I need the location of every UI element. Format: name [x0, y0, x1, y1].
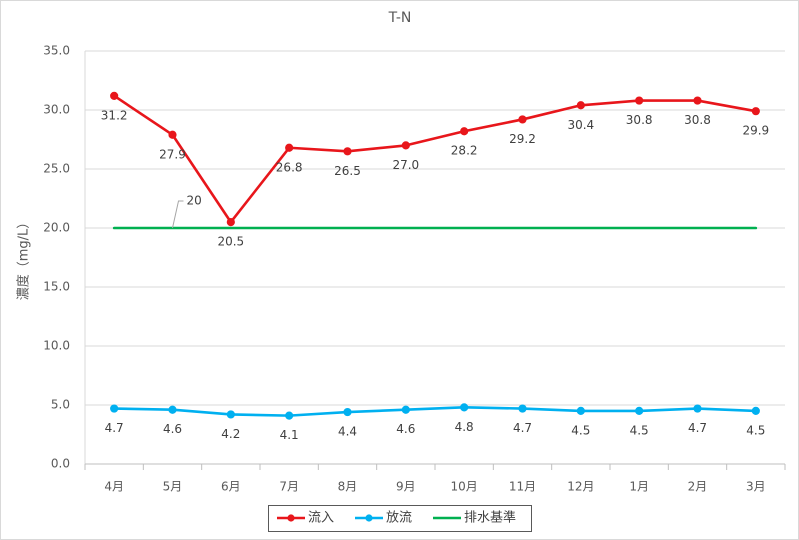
- y-tick-label: 0.0: [51, 457, 70, 471]
- data-point: [401, 141, 410, 150]
- data-label: 4.6: [163, 422, 182, 436]
- data-point: [110, 91, 119, 100]
- data-label: 27.0: [392, 158, 419, 172]
- axes: 0.0 5.0 10.0 15.0 20.0 25.0 30.0 35.0 4月 5月 6月 7月 8月…: [43, 44, 786, 494]
- legend-swatch-marker: [287, 514, 295, 522]
- y-tick-label: 20.0: [43, 221, 70, 235]
- series-markers: [110, 91, 760, 420]
- data-point: [751, 107, 760, 116]
- data-point: [226, 410, 235, 419]
- data-labels: 31.2 27.9 20.5 26.8 26.5 27.0 28.2 29.2 30.4 30.8…: [101, 108, 769, 442]
- data-label: 30.8: [626, 113, 653, 127]
- x-tick-label: 5月: [163, 480, 183, 494]
- y-tick-label: 35.0: [43, 44, 70, 58]
- data-point: [343, 147, 352, 156]
- data-label: 30.4: [567, 118, 594, 132]
- data-label: 29.9: [742, 124, 769, 138]
- data-point: [693, 96, 702, 105]
- legend-label: 排水基準: [464, 510, 516, 526]
- data-point: [460, 403, 469, 412]
- data-label: 20: [187, 194, 202, 208]
- series-line-1: [112, 406, 758, 417]
- data-label: 4.7: [688, 421, 707, 435]
- y-tick-label: 30.0: [43, 103, 70, 117]
- data-label: 4.7: [513, 421, 532, 435]
- data-label: 26.5: [334, 164, 361, 178]
- y-axis-label: 濃度（mg/L）: [16, 216, 32, 301]
- y-tick-label: 15.0: [43, 280, 70, 294]
- y-tick-label: 25.0: [43, 162, 70, 176]
- series-lines: [112, 94, 758, 417]
- data-point: [343, 407, 352, 417]
- x-tick-label: 10月: [451, 480, 478, 494]
- data-point: [518, 404, 527, 413]
- series-line-0: [112, 94, 758, 224]
- data-point: [168, 130, 177, 139]
- x-tick-label: 2月: [688, 480, 708, 494]
- data-label-leader-line: [172, 200, 184, 229]
- legend-item: 流入: [277, 511, 334, 526]
- data-label: 30.8: [684, 113, 711, 127]
- data-point: [576, 101, 585, 110]
- x-tick-label: 6月: [221, 480, 241, 494]
- data-point: [226, 218, 235, 227]
- data-point: [693, 404, 702, 413]
- data-label: 4.8: [455, 420, 474, 434]
- x-tick-label: 11月: [509, 480, 536, 494]
- data-label: 4.4: [338, 425, 357, 439]
- data-label: 26.8: [276, 160, 303, 174]
- legend-label: 放流: [386, 511, 412, 526]
- legend: 流入 放流 排水基準: [268, 505, 532, 532]
- data-point: [168, 405, 177, 414]
- legend-box: [268, 505, 532, 532]
- data-label: 4.5: [630, 423, 649, 437]
- x-tick-label: 4月: [104, 480, 124, 494]
- data-label: 20.5: [217, 235, 244, 249]
- data-label: 31.2: [101, 108, 128, 122]
- data-label: 4.6: [396, 422, 415, 436]
- x-tick-label: 8月: [338, 480, 358, 494]
- x-tick-label: 7月: [279, 480, 299, 494]
- data-point: [285, 411, 294, 420]
- data-label: 4.1: [280, 428, 299, 442]
- data-label: 4.5: [746, 423, 765, 437]
- y-tick-label: 10.0: [43, 339, 70, 353]
- x-tick-label: 9月: [396, 480, 416, 494]
- data-point: [576, 406, 585, 415]
- legend-label: 流入: [308, 511, 334, 526]
- data-point: [401, 405, 410, 414]
- legend-item: 放流: [355, 511, 412, 526]
- data-point: [635, 96, 644, 105]
- data-point: [285, 143, 294, 152]
- data-label: 29.2: [509, 132, 536, 146]
- data-point: [635, 406, 644, 415]
- data-point: [751, 406, 760, 415]
- chart-title: T-N: [388, 10, 412, 26]
- legend-swatch-marker: [365, 514, 373, 522]
- data-label: 4.7: [105, 421, 124, 435]
- y-tick-label: 5.0: [51, 398, 70, 412]
- x-tick-label: 1月: [629, 480, 649, 494]
- data-label: 4.5: [571, 423, 590, 437]
- data-point: [110, 404, 119, 413]
- x-tick-label: 12月: [567, 480, 594, 494]
- data-label: 4.2: [221, 427, 240, 441]
- data-point: [460, 127, 469, 136]
- data-point: [518, 115, 527, 124]
- x-tick-label: 3月: [746, 480, 766, 494]
- legend-item: 排水基準: [433, 510, 516, 526]
- data-label: 28.2: [451, 144, 478, 158]
- data-label: 27.9: [159, 147, 186, 161]
